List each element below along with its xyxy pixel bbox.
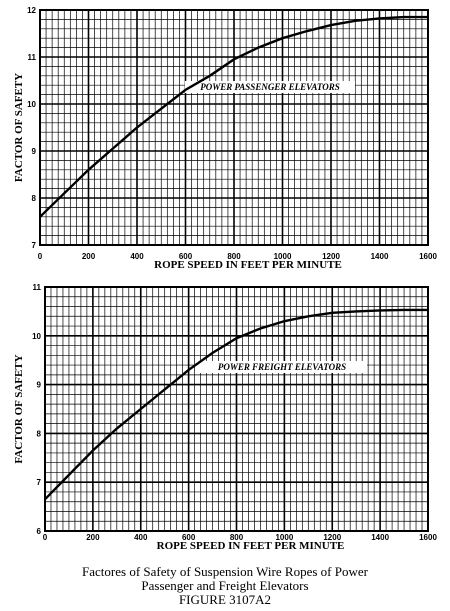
x-tick-label: 800 [227,252,241,261]
curve-label: POWER PASSENGER ELEVATORS [200,82,340,92]
y-axis-title: FACTOR OF SAFETY [13,354,25,463]
x-tick-label: 600 [179,252,193,261]
y-tick-label: 10 [32,332,41,341]
curve-label: POWER FREIGHT ELEVATORS [218,362,346,372]
plot-frame [44,286,429,532]
y-tick-label: 8 [32,194,37,203]
y-tick-label: 11 [28,53,37,62]
series-line [39,15,428,218]
curve-label-background [185,81,355,93]
caption-line-2: Passenger and Freight Elevators [141,578,309,593]
caption-line-1: Factores of Safety of Suspension Wire Ro… [82,564,368,579]
x-tick-label: 400 [134,533,148,542]
chart-grid [39,9,429,246]
y-tick-label: 7 [32,241,37,250]
series-line [44,308,428,501]
plot-frame [39,9,429,246]
chart-2: POWER FREIGHT ELEVATORS 0 200 400 600 800 1000… [13,283,437,552]
x-tick-label: 1200 [323,533,341,542]
y-tick-label: 6 [37,527,42,536]
y-axis-title: FACTOR OF SAFETY [13,73,25,182]
chart-1: POWER PASSENGER ELEVATORS 0 200 400 600 800 10… [13,6,437,271]
y-tick-label: 9 [37,381,42,390]
x-tick-label: 200 [82,252,96,261]
x-tick-label: 200 [86,533,100,542]
y-tick-label: 12 [27,6,36,15]
x-tick-label: 1400 [371,252,389,261]
x-tick-label: 600 [182,533,196,542]
y-tick-label: 8 [37,429,42,438]
y-tick-label: 7 [37,478,42,487]
y-tick-label: 9 [32,147,37,156]
x-tick-label: 1000 [275,533,293,542]
x-tick-label: 1000 [274,252,292,261]
x-tick-label: 1600 [419,533,437,542]
x-tick-label: 1400 [371,533,389,542]
x-tick-label: 1200 [322,252,340,261]
x-tick-label: 400 [130,252,144,261]
figure-caption: Factores of Safety of Suspension Wire Ro… [0,565,450,607]
x-tick-label: 0 [38,252,43,261]
y-tick-label: 11 [33,283,42,292]
x-tick-label: 0 [43,533,48,542]
curve-label-background [197,361,367,373]
caption-line-3: FIGURE 3107A2 [178,592,272,607]
x-axis-title: ROPE SPEED IN FEET PER MINUTE [157,540,345,552]
x-tick-label: 800 [230,533,244,542]
chart-grid [44,286,429,532]
x-axis-title: ROPE SPEED IN FEET PER MINUTE [154,259,342,271]
x-tick-label: 1600 [419,252,437,261]
y-tick-label: 10 [27,100,36,109]
